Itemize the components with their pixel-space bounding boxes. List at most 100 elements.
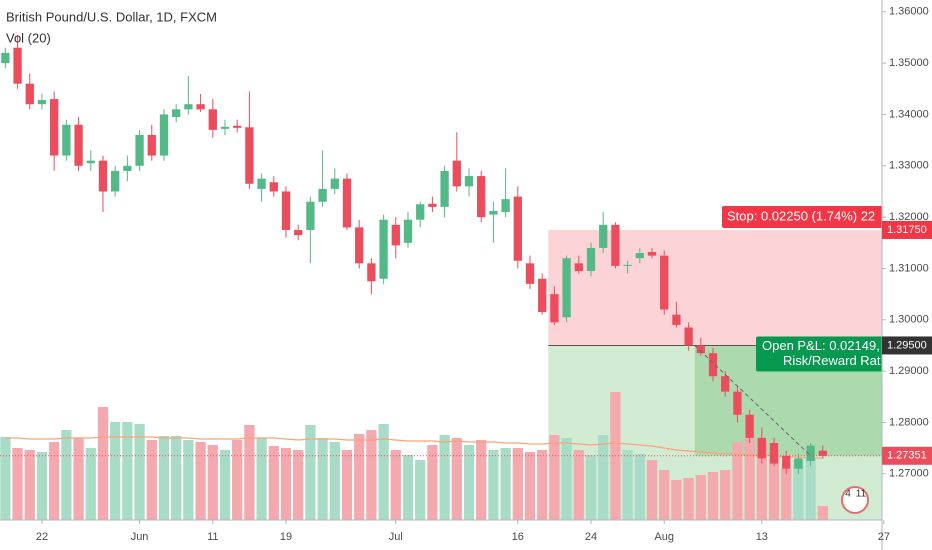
candle-body — [147, 135, 156, 156]
volume-bar — [768, 458, 780, 520]
candle-body — [135, 135, 144, 166]
candle-body — [403, 219, 413, 243]
stop-label: Stop: 0.02250 (1.74%) 22 — [727, 208, 875, 223]
volume-bar — [793, 460, 804, 520]
volume-bar — [634, 454, 645, 520]
y-tick-label: 1.31000 — [889, 262, 929, 274]
candle-body — [599, 224, 608, 248]
candle-body — [123, 165, 132, 171]
price-tag — [882, 336, 932, 355]
volume-bar — [646, 460, 658, 520]
price-tag — [882, 446, 932, 465]
candle-body — [184, 104, 193, 110]
badge-label: 4 — [845, 489, 851, 500]
volume-ma-line — [5, 436, 823, 459]
volume-bar — [317, 438, 328, 520]
candle-body — [757, 437, 766, 459]
candle-body — [525, 263, 535, 284]
volume-bar — [390, 450, 401, 520]
volume-bar — [512, 448, 523, 520]
volume-bar — [378, 424, 389, 520]
x-tick-label: Aug — [654, 531, 674, 543]
pnl-label: Open P&L: 0.02149, — [762, 338, 880, 353]
candle-body — [281, 191, 291, 230]
candle-body — [172, 109, 181, 118]
badge-label: 11 — [856, 489, 867, 500]
candle-body — [98, 160, 108, 192]
x-tick-label: Jul — [389, 531, 403, 543]
candle-body — [50, 99, 59, 156]
volume-bar — [171, 436, 182, 520]
candle-body — [428, 203, 437, 207]
stop-box — [722, 205, 882, 228]
volume-bar — [732, 442, 743, 520]
volume-bar — [463, 445, 475, 520]
rr-label: Risk/Reward Rat — [783, 353, 881, 368]
x-tick-label: 22 — [36, 531, 48, 543]
y-tick-label: 1.27000 — [889, 468, 929, 480]
pnl-line — [694, 345, 811, 457]
candle-body — [550, 294, 559, 323]
candle-body — [794, 458, 803, 469]
volume-bar — [36, 452, 48, 520]
volume-bar — [293, 450, 304, 520]
volume-bar — [439, 435, 450, 520]
y-tick-label: 1.35000 — [889, 57, 929, 69]
candle-body — [416, 204, 425, 220]
candle-body — [501, 199, 510, 213]
candle-body — [708, 353, 718, 377]
candle-body — [1, 52, 10, 64]
volume-bar — [85, 448, 96, 520]
candle-body — [538, 278, 547, 313]
candle-body — [245, 127, 254, 184]
y-tick-label: 1.32000 — [889, 211, 929, 223]
candle-body — [233, 125, 242, 128]
volume-bar — [110, 422, 121, 520]
stop-zone — [548, 229, 882, 346]
volume-bar — [402, 455, 414, 520]
volume-bar — [305, 425, 316, 520]
candle-body — [696, 345, 705, 354]
candle-body — [721, 376, 730, 392]
candle-body — [294, 229, 303, 236]
volume-bar — [695, 475, 706, 520]
volume-bar — [280, 448, 292, 520]
candle-body — [745, 414, 754, 438]
volume-bar — [24, 450, 35, 520]
x-tick-label: Jun — [131, 531, 149, 543]
candle-body — [391, 224, 400, 246]
volume-bar — [537, 450, 548, 520]
candle-body — [611, 224, 620, 266]
plot-area: Stop: 0.02250 (1.74%) 22 Open P&L: 0.0214… — [0, 34, 882, 520]
candle-body — [379, 219, 388, 279]
candle-body — [464, 176, 474, 187]
candle-body — [367, 263, 376, 282]
y-tick-label: 1.33000 — [889, 160, 929, 172]
volume-bar — [0, 437, 11, 520]
candle-body — [684, 327, 693, 346]
volume-bar — [622, 450, 633, 520]
volume-bar — [329, 442, 340, 520]
volume-bar — [366, 430, 377, 520]
candle-body — [586, 247, 596, 272]
volume-bar — [195, 442, 206, 520]
volume-bar — [158, 436, 170, 520]
y-tick-label: 1.28000 — [889, 416, 929, 428]
candle-body — [818, 450, 827, 456]
volume-bar — [219, 450, 231, 520]
volume-bar — [524, 452, 536, 520]
y-tick-label: 1.29000 — [889, 365, 929, 377]
candle-body — [25, 83, 34, 105]
candle-body — [769, 443, 779, 464]
volume-bar — [683, 478, 694, 520]
volume-bar — [817, 506, 828, 520]
volume-bar — [256, 438, 267, 520]
x-tick-label: 13 — [756, 531, 768, 543]
volume-bar — [671, 480, 682, 520]
candle-body — [159, 114, 169, 156]
volume-bar — [781, 468, 792, 520]
candle-body — [220, 126, 230, 129]
volume-bar — [488, 450, 499, 520]
volume-bar — [122, 422, 133, 520]
